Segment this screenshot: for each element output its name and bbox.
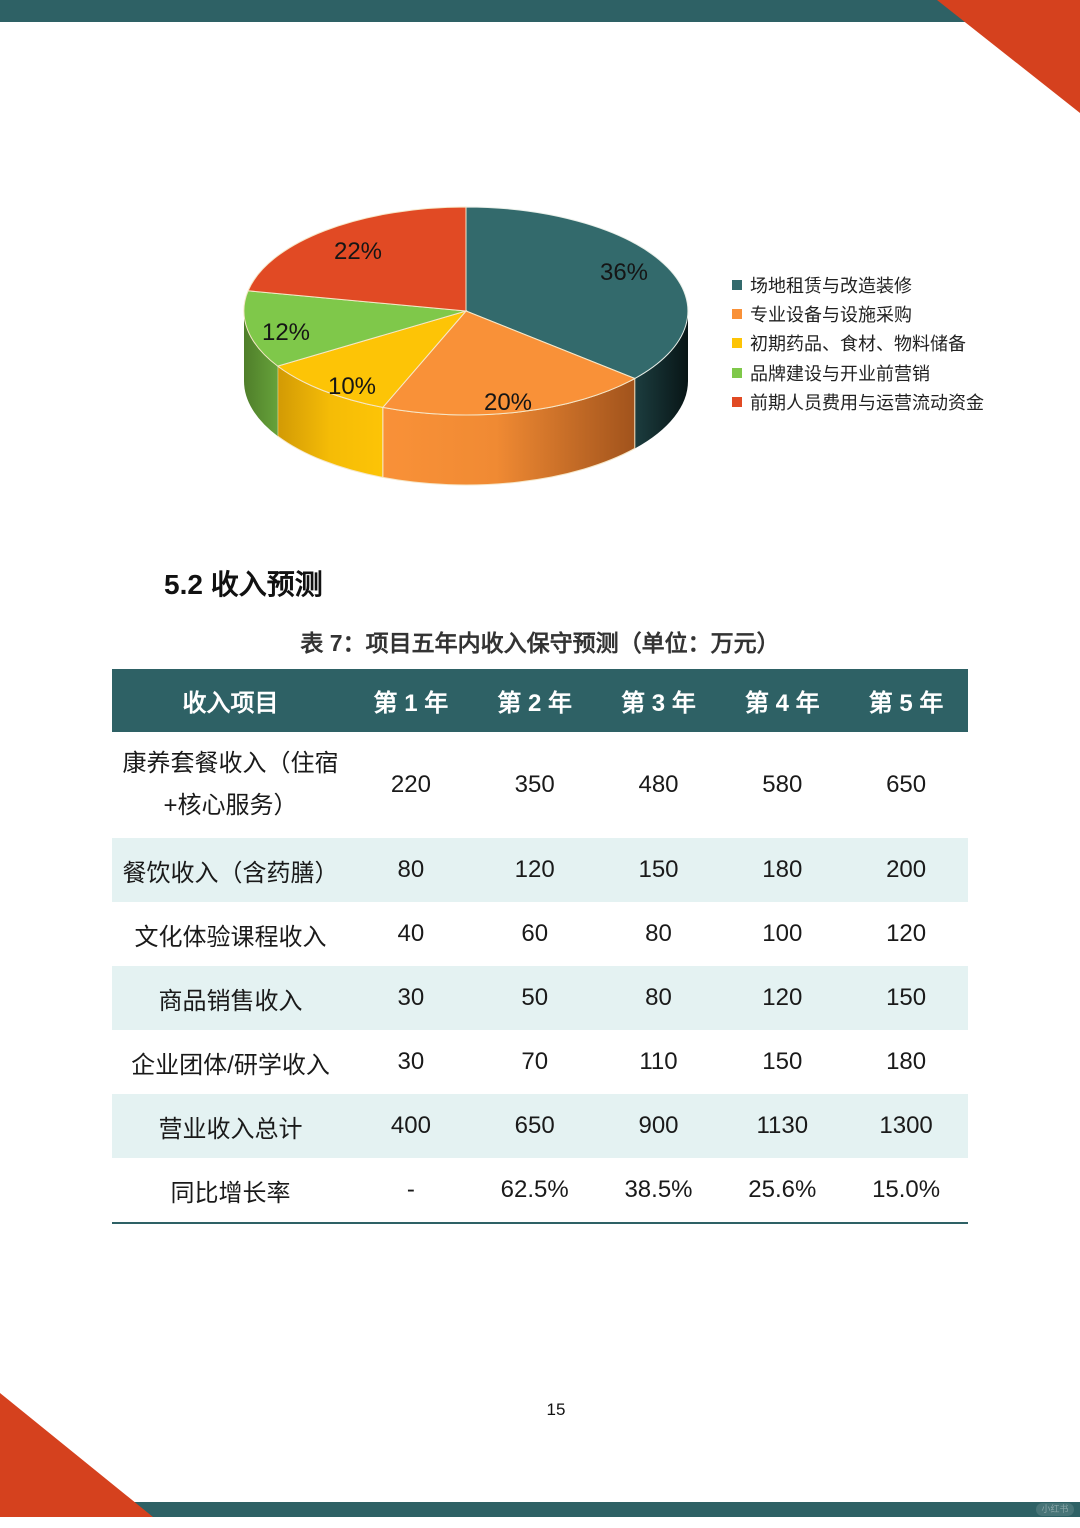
row-label: 同比增长率 (112, 1158, 349, 1224)
pie-slice-yellow (276, 310, 468, 408)
legend-item: 前期人员费用与运营流动资金 (732, 387, 984, 416)
legend-swatch-icon (732, 308, 742, 319)
legend-label: 专业设备与设施采购 (750, 304, 912, 325)
page-number: 15 (546, 1400, 566, 1419)
row-label: 企业团体/研学收入 (131, 1051, 330, 1079)
table-row: 企业团体/研学收入 30 70 110 150 180 (112, 1030, 968, 1094)
table-cell: - (349, 1158, 473, 1224)
pie-chart: 36% 20% 10% 12% 22% (230, 195, 710, 505)
legend-swatch-icon (732, 367, 742, 378)
table-cell: 25.6% (720, 1158, 845, 1224)
table-cell: 50 (472, 966, 597, 1030)
bottom-decorative-bar (0, 1502, 1080, 1517)
watermark: 小红书 (1036, 1503, 1074, 1516)
table-cell: 180 (886, 1048, 927, 1075)
table-cell: 60 (521, 920, 549, 947)
table-header-row: 收入项目 第 1 年 第 2 年 第 3 年 第 4 年 第 5 年 (112, 669, 968, 732)
table-row: 康养套餐收入（住宿 +核心服务） 220 350 480 580 650 (112, 732, 968, 838)
table-cell: 62.5% (472, 1158, 597, 1224)
table-cell: 650 (472, 1094, 597, 1158)
pie-slice-teal (465, 206, 689, 380)
table-cell: 80 (349, 838, 473, 902)
revenue-forecast-table: 收入项目 第 1 年 第 2 年 第 3 年 第 4 年 第 5 年 康养套餐收… (112, 669, 968, 1224)
row-label-line2: +核心服务） (163, 792, 298, 819)
header-cell: 第 2 年 (472, 669, 597, 732)
legend-item: 场地租赁与改造装修 (732, 270, 984, 299)
table-row: 文化体验课程收入 40 60 80 100 120 (112, 902, 968, 966)
legend-item: 专业设备与设施采购 (732, 299, 984, 328)
table-row: 餐饮收入（含药膳） 80 120 150 180 200 (112, 838, 968, 902)
table-row-growth: 同比增长率 - 62.5% 38.5% 25.6% 15.0% (112, 1158, 968, 1224)
table-row-total: 营业收入总计 400 650 900 1130 1300 (112, 1094, 968, 1158)
header-cell: 第 1 年 (349, 669, 473, 732)
header-cell: 第 4 年 (720, 669, 845, 732)
pie-label-green: 12% (262, 319, 310, 346)
table-cell: 150 (596, 838, 721, 902)
table-cell: 1130 (720, 1094, 845, 1158)
table-cell: 120 (720, 966, 845, 1030)
chart-legend: 场地租赁与改造装修 专业设备与设施采购 初期药品、食材、物料储备 品牌建设与开业… (732, 270, 984, 416)
top-decorative-bar (0, 0, 1080, 22)
table-cell: 900 (596, 1094, 721, 1158)
pie-label-yellow: 10% (328, 373, 376, 400)
table-cell: 400 (349, 1094, 473, 1158)
table-cell: 15.0% (844, 1158, 968, 1224)
pie-label-red: 22% (334, 238, 382, 265)
row-label: 商品销售收入 (112, 966, 349, 1030)
legend-item: 初期药品、食材、物料储备 (732, 329, 984, 358)
row-label: 康养套餐收入（住宿 +核心服务） (112, 732, 349, 838)
row-label: 营业收入总计 (112, 1094, 349, 1158)
table-cell: 480 (638, 771, 679, 798)
legend-label: 品牌建设与开业前营销 (750, 363, 930, 384)
table-cell: 200 (844, 838, 968, 902)
pie-slice-green (243, 290, 467, 367)
table-cell: 70 (521, 1048, 549, 1075)
table-cell: 150 (762, 1048, 803, 1075)
pie-side-green (244, 311, 278, 437)
pie-slice-orange (381, 310, 636, 416)
row-label: 文化体验课程收入 (134, 923, 327, 951)
header-cell: 第 5 年 (844, 669, 968, 732)
legend-label: 前期人员费用与运营流动资金 (750, 392, 984, 413)
pie-slice-red (247, 206, 467, 312)
pie-label-teal: 36% (600, 259, 648, 286)
table-cell: 580 (762, 771, 803, 798)
table-row: 商品销售收入 30 50 80 120 150 (112, 966, 968, 1030)
pie-label-orange: 20% (484, 389, 532, 416)
legend-label: 场地租赁与改造装修 (750, 275, 912, 296)
table-cell: 1300 (844, 1094, 968, 1158)
table-cell: 100 (762, 920, 803, 947)
section-heading: 5.2 收入预测 (164, 569, 323, 600)
legend-swatch-icon (732, 279, 742, 290)
table-cell: 150 (844, 966, 968, 1030)
header-cell: 第 3 年 (596, 669, 721, 732)
table-cell: 180 (720, 838, 845, 902)
table-cell: 650 (886, 771, 927, 798)
pie-chart-svg: 36% 20% 10% 12% 22% (243, 206, 689, 486)
table-cell: 30 (397, 1048, 425, 1075)
table-cell: 80 (596, 966, 721, 1030)
legend-item: 品牌建设与开业前营销 (732, 358, 984, 387)
row-label: 餐饮收入（含药膳） (112, 838, 349, 902)
pie-side-teal (634, 311, 688, 449)
table-cell: 40 (397, 920, 425, 947)
table-caption: 表 7：项目五年内收入保守预测（单位：万元） (300, 630, 780, 656)
table-cell: 120 (886, 920, 927, 947)
legend-swatch-icon (732, 338, 742, 349)
legend-label: 初期药品、食材、物料储备 (750, 334, 966, 355)
table-cell: 220 (390, 771, 431, 798)
header-cell: 收入项目 (112, 669, 349, 732)
legend-swatch-icon (732, 396, 742, 407)
table-cell: 110 (639, 1048, 678, 1075)
row-label-line1: 康养套餐收入（住宿 (122, 750, 339, 777)
table-cell: 80 (645, 920, 672, 947)
table-cell: 30 (349, 966, 473, 1030)
table-cell: 120 (472, 838, 597, 902)
table-cell: 350 (514, 771, 555, 798)
table-cell: 38.5% (596, 1158, 721, 1224)
